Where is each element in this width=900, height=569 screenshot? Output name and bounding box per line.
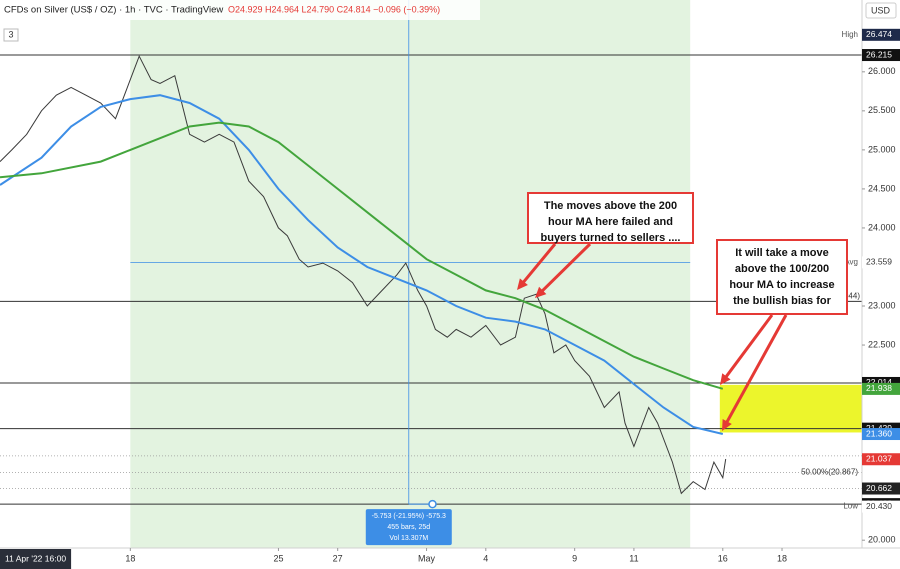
price-tag	[862, 49, 900, 62]
price-tag	[862, 382, 900, 395]
x-tick-label: 18	[777, 553, 787, 563]
chart-title: CFDs on Silver (US$ / OZ) · 1h · TVC · T…	[4, 5, 223, 16]
annotation: It will take a move above the 100/200 ho…	[716, 239, 848, 315]
price-tag-label: 21.360	[866, 428, 892, 438]
series-line	[0, 94, 724, 435]
series-line	[0, 54, 727, 495]
y-tick-label: 24.500	[868, 183, 896, 193]
price-tag-label: 21.429	[866, 423, 892, 433]
plot: 50.00%(20.867) 044) -5.753 (-21.95%) -575.…	[0, 0, 862, 548]
measure-text: -5.753 (-21.95%) -575.3	[372, 513, 446, 520]
x-tick-label: 11	[629, 553, 638, 563]
arrow	[539, 242, 592, 294]
currency: USD	[871, 5, 891, 15]
price-tag-label: 26.474	[866, 29, 892, 39]
arrow-head	[722, 419, 732, 431]
price-tag-label: 26.215	[866, 49, 892, 59]
arrow-head	[535, 286, 547, 298]
price-tag	[862, 482, 900, 495]
x-tick-label: 11 Apr '22 16:00	[5, 553, 66, 563]
y-tick-label: 22.500	[868, 339, 896, 349]
price-tag	[862, 453, 900, 466]
highlight-zone	[719, 384, 862, 433]
price-tag-label: 21.938	[866, 383, 892, 393]
x-tick-label: 16	[718, 553, 728, 563]
x-tick-label: 4	[483, 553, 488, 563]
arrow	[724, 314, 788, 425]
measure-text: 455 bars, 25d	[387, 524, 430, 531]
price-tag-label: 20.430	[866, 501, 892, 511]
interval-box-text: 3	[8, 29, 13, 39]
header-bg	[0, 0, 480, 20]
measure-box	[365, 509, 452, 546]
y-tick-label: 23.000	[868, 300, 896, 310]
measure-text: Vol 13.307M	[389, 535, 428, 542]
price-tag-label: 22.014	[866, 377, 892, 387]
y-tick-label: 24.000	[868, 222, 896, 232]
fib-label: 50.00%(20.867)	[801, 468, 858, 477]
price-tag	[862, 500, 900, 513]
arrow-head	[517, 278, 528, 290]
price-tag-label: 23.559	[866, 257, 892, 267]
price-tag-note: Low	[843, 502, 858, 511]
ohlc: O24.929 H24.964 L24.790 C24.814 −0.096 (…	[228, 4, 440, 14]
level-note: 044)	[844, 291, 860, 300]
crosshair-label-bg	[0, 549, 72, 569]
x-tick-label: May	[418, 553, 436, 563]
x-tick-label: 27	[333, 553, 343, 563]
series-line	[0, 121, 724, 390]
annotation: The moves above the 200 hour MA here fai…	[527, 192, 694, 244]
x-tick-label: 25	[273, 553, 283, 563]
price-tag	[862, 428, 900, 441]
y-tick-label: 25.000	[868, 144, 896, 154]
price-axis	[862, 0, 900, 569]
x-tick-label: 9	[572, 553, 577, 563]
arrow	[520, 243, 557, 285]
y-tick-label: 26.000	[868, 66, 896, 76]
price-tag	[862, 28, 900, 41]
price-tag-label: 21.037	[866, 453, 892, 463]
arrow-head	[720, 373, 731, 385]
arrow	[723, 314, 774, 380]
measure-handle	[428, 499, 437, 509]
interval-box	[3, 28, 19, 42]
price-tag-label: 20.662	[866, 483, 892, 493]
price-tag-note: Avg	[844, 257, 858, 266]
y-tick-label: 25.500	[868, 105, 896, 115]
price-tag	[862, 256, 900, 269]
currency-box	[865, 2, 897, 19]
y-tick-label: 20.000	[868, 535, 896, 545]
x-tick-label: 18	[125, 553, 135, 563]
price-tag-note: High	[842, 30, 858, 39]
